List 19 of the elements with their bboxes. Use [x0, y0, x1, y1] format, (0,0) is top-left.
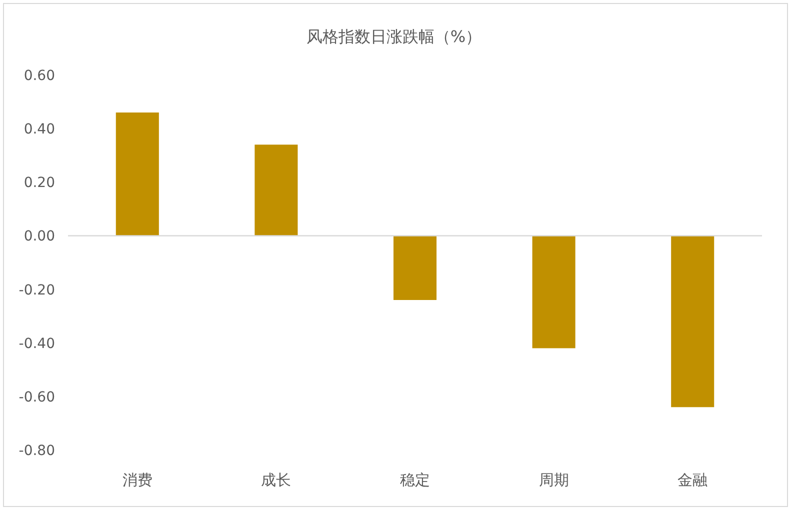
- y-tick-label: -0.60: [18, 389, 55, 406]
- bar: [532, 236, 576, 348]
- bar: [254, 144, 298, 236]
- x-tick-label: 成长: [261, 471, 292, 489]
- bar: [671, 236, 714, 408]
- y-tick-label: 0.60: [24, 68, 55, 84]
- y-tick-label: -0.40: [18, 336, 55, 352]
- bar: [393, 236, 437, 300]
- y-tick-label: 0.00: [24, 228, 55, 245]
- y-tick-label: -0.80: [18, 443, 55, 459]
- x-tick-label: 消费: [122, 471, 152, 489]
- y-tick-label: 0.20: [24, 175, 55, 192]
- chart-title: 风格指数日涨跌幅（%）: [306, 27, 482, 46]
- bar: [116, 112, 159, 236]
- x-tick-label: 周期: [538, 471, 569, 489]
- x-tick-label: 金融: [678, 471, 708, 489]
- y-tick-label: -0.20: [18, 282, 55, 298]
- y-tick-label: 0.40: [24, 122, 55, 138]
- x-tick-label: 稳定: [400, 471, 430, 489]
